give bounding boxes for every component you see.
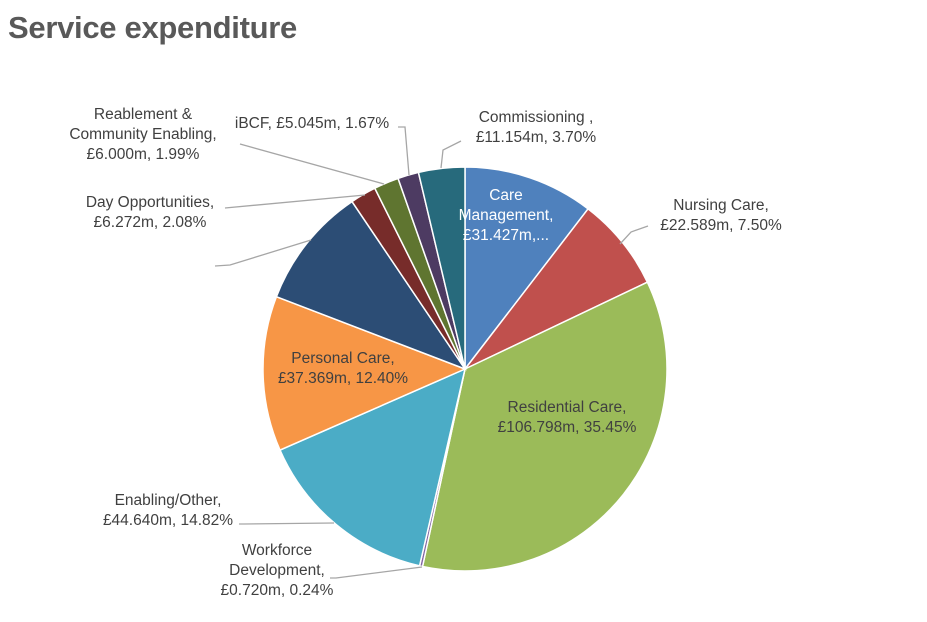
data-label-commissioning: Commissioning , £11.154m, 3.70%: [476, 109, 597, 146]
leader-line: [239, 522, 335, 525]
chart-title: Service expenditure: [8, 10, 297, 45]
leader-line: [330, 566, 423, 579]
data-label-ibcf: iBCF, £5.045m, 1.67%: [235, 115, 389, 132]
pie-slice-residential-care: [421, 281, 668, 572]
pie-slice-care-management: [464, 166, 590, 372]
data-label-residential-care: Residential Care, £106.798m, 35.45%: [498, 399, 637, 436]
data-label-reablement-community-enabling: Reablement & Community Enabling, £6.000m, …: [69, 106, 216, 163]
data-label-workforce-development: Workforce Development, £0.720m, 0.24%: [221, 542, 334, 599]
pie-slice-unlabeled: [275, 200, 467, 371]
data-label-care-management: Care Management, £31.427m,...: [459, 187, 554, 244]
leader-line: [619, 225, 649, 245]
leader-line: [440, 140, 462, 169]
data-label-personal-care: Personal Care, £37.369m, 12.40%: [278, 350, 408, 387]
data-label-day-opportunities: Day Opportunities, £6.272m, 2.08%: [86, 194, 214, 231]
pie-slice-commissioning: [417, 166, 466, 370]
pie-slice-personal-care: [262, 295, 467, 452]
data-label-nursing-care: Nursing Care, £22.589m, 7.50%: [660, 197, 782, 234]
pie-slice-enabling-other: [279, 367, 467, 567]
pie-slices: [262, 166, 668, 572]
leader-line: [224, 194, 366, 209]
leader-line: [239, 143, 385, 185]
data-label-enabling-other: Enabling/Other, £44.640m, 14.82%: [103, 492, 233, 529]
leader-line: [214, 239, 312, 267]
leader-line: [398, 126, 410, 176]
